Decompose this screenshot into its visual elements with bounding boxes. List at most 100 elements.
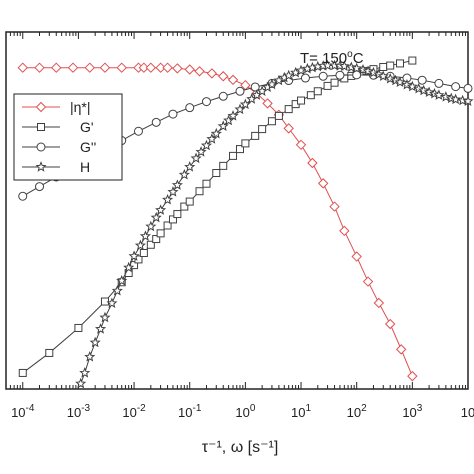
data-point	[146, 240, 155, 249]
series-3	[75, 59, 474, 389]
legend-marker	[37, 123, 45, 131]
data-point	[206, 68, 218, 79]
data-point	[462, 95, 474, 106]
data-point	[283, 123, 294, 134]
data-point	[84, 351, 96, 362]
data-point	[156, 229, 165, 238]
data-point	[295, 64, 307, 76]
data-point	[195, 146, 207, 157]
data-point	[139, 230, 151, 241]
x-tick-label: 10	[461, 405, 474, 420]
data-point	[190, 152, 202, 164]
data-point	[235, 86, 245, 96]
data-point	[307, 157, 318, 169]
temperature-annotation: T= 150oC	[300, 49, 364, 67]
data-point	[386, 61, 395, 70]
data-point	[440, 91, 452, 102]
x-tick-label: 10-4	[11, 403, 35, 420]
data-point	[339, 225, 350, 237]
data-point	[434, 78, 444, 88]
data-point	[313, 87, 322, 96]
data-point	[106, 297, 118, 309]
data-point	[377, 70, 389, 81]
data-point	[67, 62, 79, 73]
series-line	[80, 65, 469, 384]
data-point	[258, 125, 267, 134]
data-point	[267, 117, 276, 126]
data-point	[168, 215, 177, 224]
x-tick-label: 10-1	[178, 403, 202, 420]
legend-marker	[35, 161, 47, 172]
data-point	[184, 161, 196, 172]
legend-label: H	[80, 159, 90, 175]
data-point	[18, 191, 28, 201]
data-point	[297, 96, 306, 105]
data-point	[75, 377, 87, 389]
x-axis-title: τ⁻¹, ω [s⁻¹]	[202, 439, 279, 456]
data-point	[217, 120, 229, 131]
data-point	[111, 284, 123, 296]
data-point	[17, 62, 28, 73]
data-point	[99, 311, 111, 323]
data-point	[185, 197, 194, 206]
data-point	[116, 62, 127, 73]
data-point	[168, 109, 178, 119]
data-point	[201, 97, 211, 107]
data-point	[167, 186, 179, 197]
data-point	[180, 202, 189, 211]
data-point	[84, 62, 95, 73]
data-point	[351, 62, 363, 74]
data-point	[194, 66, 205, 77]
x-tick-label: 101	[291, 403, 311, 420]
data-point	[262, 98, 273, 109]
data-point	[202, 179, 211, 188]
series-layer	[17, 56, 474, 389]
data-point	[145, 220, 157, 232]
data-point	[351, 251, 362, 262]
data-point	[318, 71, 328, 81]
data-point	[145, 62, 157, 73]
data-point	[212, 169, 221, 178]
legend-marker	[36, 142, 46, 152]
data-point	[345, 61, 357, 73]
data-point	[306, 91, 315, 100]
data-point	[451, 82, 461, 92]
data-point	[133, 126, 143, 136]
data-point	[150, 211, 162, 223]
data-point	[171, 179, 183, 190]
data-point	[79, 367, 91, 378]
data-point	[433, 89, 445, 100]
data-point	[274, 111, 283, 120]
data-point	[379, 62, 388, 71]
data-point	[151, 117, 161, 127]
data-point	[407, 370, 418, 382]
data-point	[338, 60, 350, 71]
data-point	[138, 62, 150, 73]
data-point	[51, 62, 62, 73]
data-point	[463, 83, 473, 93]
data-point	[163, 221, 172, 230]
data-point	[295, 139, 307, 151]
data-point	[173, 210, 182, 219]
data-point	[323, 81, 332, 90]
data-point	[128, 250, 140, 261]
data-point	[99, 62, 111, 73]
data-point	[139, 248, 148, 257]
data-point	[227, 110, 239, 121]
data-point	[235, 145, 244, 154]
data-point	[185, 103, 195, 113]
x-tick-label: 10-2	[122, 403, 146, 420]
data-point	[89, 336, 101, 348]
data-point	[406, 80, 418, 92]
x-axis-ticks: 10-4 10-3 10-2 10-1 100 101 102 103 10	[5, 32, 474, 420]
data-point	[395, 344, 407, 355]
data-point	[329, 201, 340, 212]
data-point	[35, 182, 45, 192]
data-point	[200, 139, 213, 151]
data-point	[155, 204, 167, 215]
data-point	[218, 71, 229, 82]
data-point	[330, 78, 339, 87]
data-point	[74, 323, 83, 332]
data-point	[152, 235, 161, 244]
data-point	[362, 276, 374, 287]
